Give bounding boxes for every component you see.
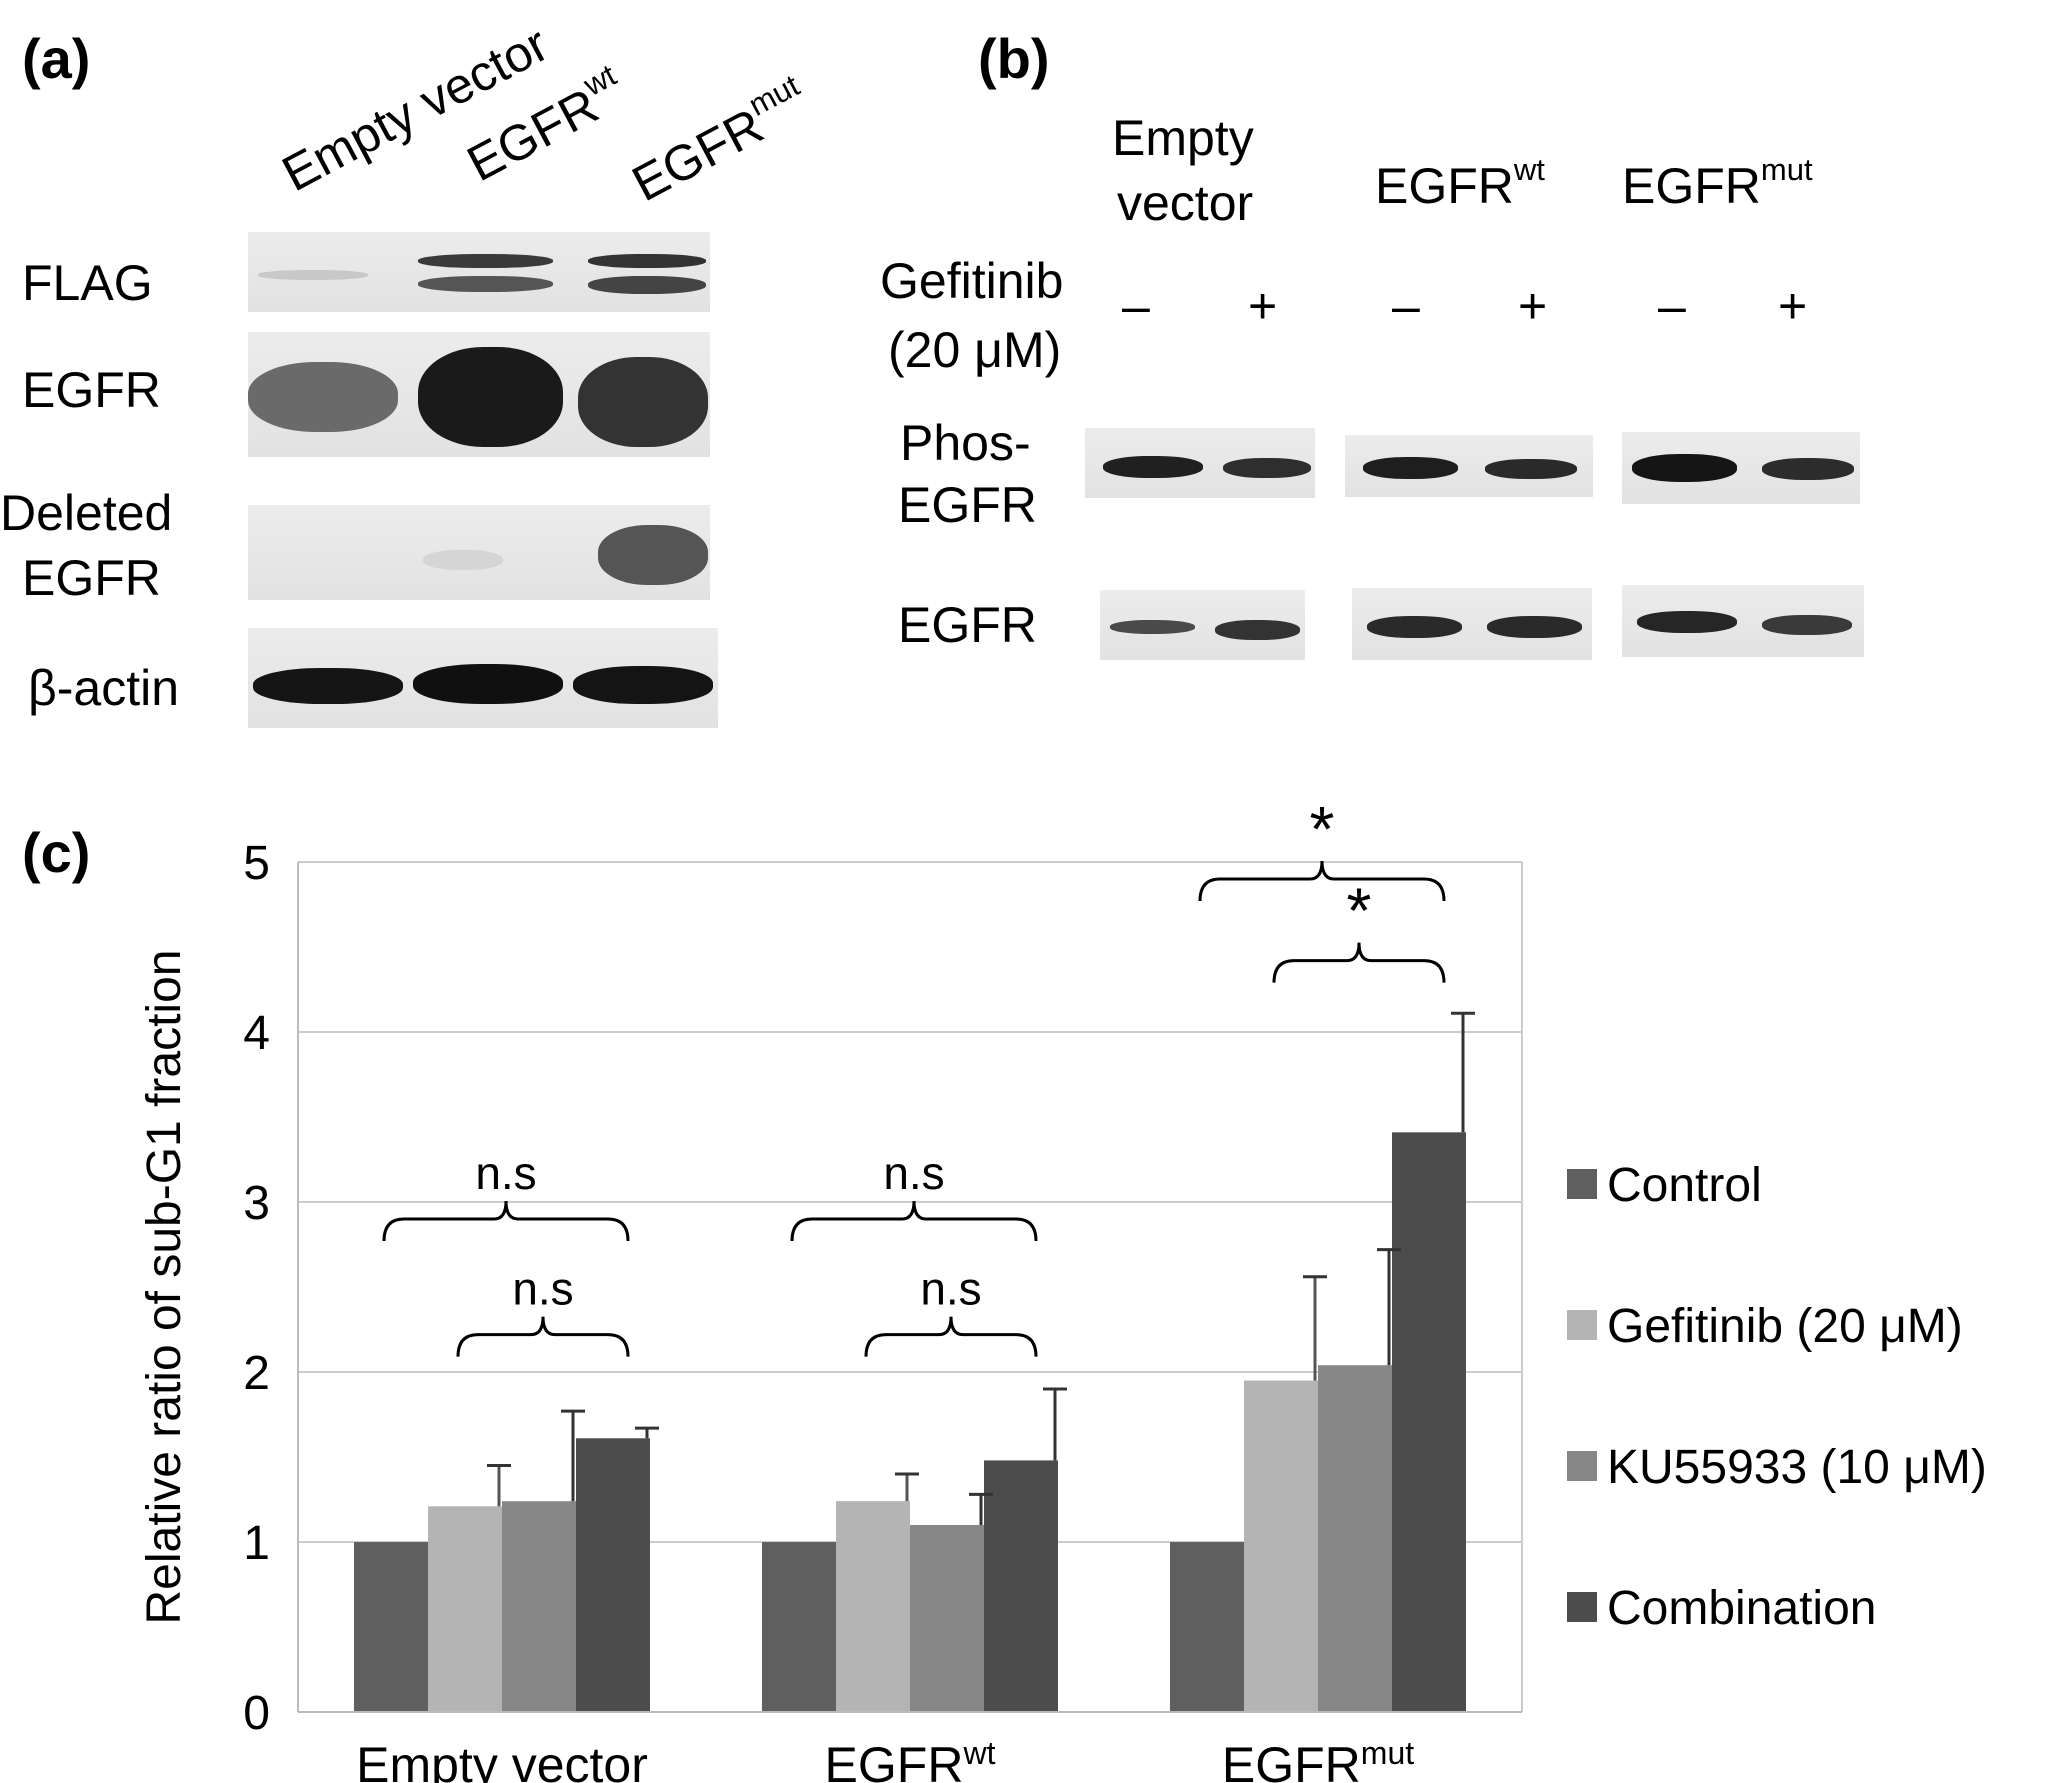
significance-label: * — [1347, 875, 1372, 947]
group-label-egfr-wt: EGFRwt — [1375, 151, 1545, 214]
y-axis-label: Relative ratio of sub-G1 fraction — [138, 950, 191, 1625]
legend-swatch — [1567, 1592, 1597, 1622]
sign-plus: + — [1518, 278, 1548, 334]
significance-label: n.s — [512, 1263, 573, 1315]
bar — [576, 1438, 650, 1712]
treatment-dose: (20 μM) — [888, 322, 1062, 378]
legend: Control Gefitinib (20 μM) KU55933 (10 μM) C… — [1567, 1159, 1987, 1635]
error-bars — [487, 1011, 1475, 1525]
blot-egfr-mut — [1622, 585, 1864, 657]
significance-bracket — [790, 1200, 1038, 1242]
y-tick-label: 4 — [243, 1007, 270, 1060]
y-tick-label: 0 — [243, 1687, 270, 1740]
bar — [836, 1501, 910, 1712]
x-tick-label: EGFRmut — [1222, 1735, 1414, 1783]
row-label-egfr: EGFR — [22, 362, 161, 418]
bar — [910, 1525, 984, 1712]
treatment-label: Gefitinib — [880, 253, 1064, 309]
bar — [1318, 1365, 1392, 1712]
bar — [428, 1506, 502, 1712]
group-label-vector: vector — [1117, 175, 1254, 231]
legend-entry: Combination — [1607, 1582, 1876, 1635]
sign-plus: + — [1248, 278, 1278, 334]
panel-c-label: (c) — [22, 821, 91, 884]
x-tick-label: EGFRwt — [825, 1735, 996, 1783]
row-label-deleted-egfr: EGFR — [22, 550, 161, 606]
blot-beta-actin — [248, 628, 718, 728]
sign-plus: + — [1778, 278, 1808, 334]
blot-flag — [248, 232, 710, 312]
sign-minus: – — [1392, 278, 1420, 334]
bars — [354, 1132, 1466, 1712]
bar — [1244, 1380, 1318, 1712]
significance-label: n.s — [883, 1147, 944, 1199]
y-tick-label: 5 — [243, 837, 270, 890]
group-label-empty: Empty — [1112, 110, 1254, 166]
row-label-deleted: Deleted — [0, 485, 173, 541]
panel-a-label: (a) — [22, 27, 91, 90]
bar — [1392, 1132, 1466, 1712]
legend-swatch — [1567, 1169, 1597, 1199]
bar — [502, 1501, 576, 1712]
bar — [354, 1542, 428, 1712]
blot-egfr — [248, 332, 710, 457]
significance-label: * — [1310, 793, 1335, 865]
sign-minus: – — [1122, 278, 1150, 334]
blot-egfr-wt — [1352, 588, 1592, 660]
y-tick-label: 1 — [243, 1517, 270, 1570]
bar — [1170, 1542, 1244, 1712]
y-tick-label: 3 — [243, 1177, 270, 1230]
legend-entry: KU55933 (10 μM) — [1607, 1441, 1987, 1494]
significance-label: n.s — [920, 1263, 981, 1315]
legend-entry: Gefitinib (20 μM) — [1607, 1300, 1963, 1353]
x-tick-label: Empty vector — [356, 1737, 648, 1783]
legend-swatch — [1567, 1310, 1597, 1340]
significance-bracket — [1272, 942, 1446, 983]
blot-phos-egfr-wt — [1345, 435, 1593, 497]
significance-brackets: n.s n.s n.s n.s ** — [382, 793, 1446, 1357]
significance-label: n.s — [475, 1147, 536, 1199]
legend-entry: Control — [1607, 1159, 1762, 1212]
significance-bracket — [1198, 860, 1446, 902]
bar — [762, 1542, 836, 1712]
blot-egfr-empty — [1100, 590, 1305, 660]
row-label-egfr-total: EGFR — [898, 597, 1037, 653]
row-label-phos-egfr: EGFR — [898, 477, 1037, 533]
bar — [984, 1460, 1058, 1712]
blot-phos-egfr-mut — [1622, 432, 1860, 504]
y-tick-label: 2 — [243, 1347, 270, 1400]
sign-minus: – — [1658, 278, 1686, 334]
blot-deleted-egfr — [248, 505, 710, 600]
row-label-flag: FLAG — [22, 255, 153, 311]
row-label-phos: Phos- — [900, 415, 1031, 471]
group-label-egfr-mut: EGFRmut — [1622, 151, 1813, 214]
legend-swatch — [1567, 1451, 1597, 1481]
significance-bracket — [456, 1316, 630, 1357]
axes: 0 1 2 3 4 5 Relative ratio of sub-G1 fraction E… — [138, 837, 1523, 1783]
row-label-beta-actin: β-actin — [28, 660, 180, 716]
significance-bracket — [382, 1200, 630, 1242]
blot-phos-egfr-empty — [1085, 428, 1315, 498]
panel-b-label: (b) — [978, 27, 1050, 90]
significance-bracket — [864, 1316, 1038, 1357]
